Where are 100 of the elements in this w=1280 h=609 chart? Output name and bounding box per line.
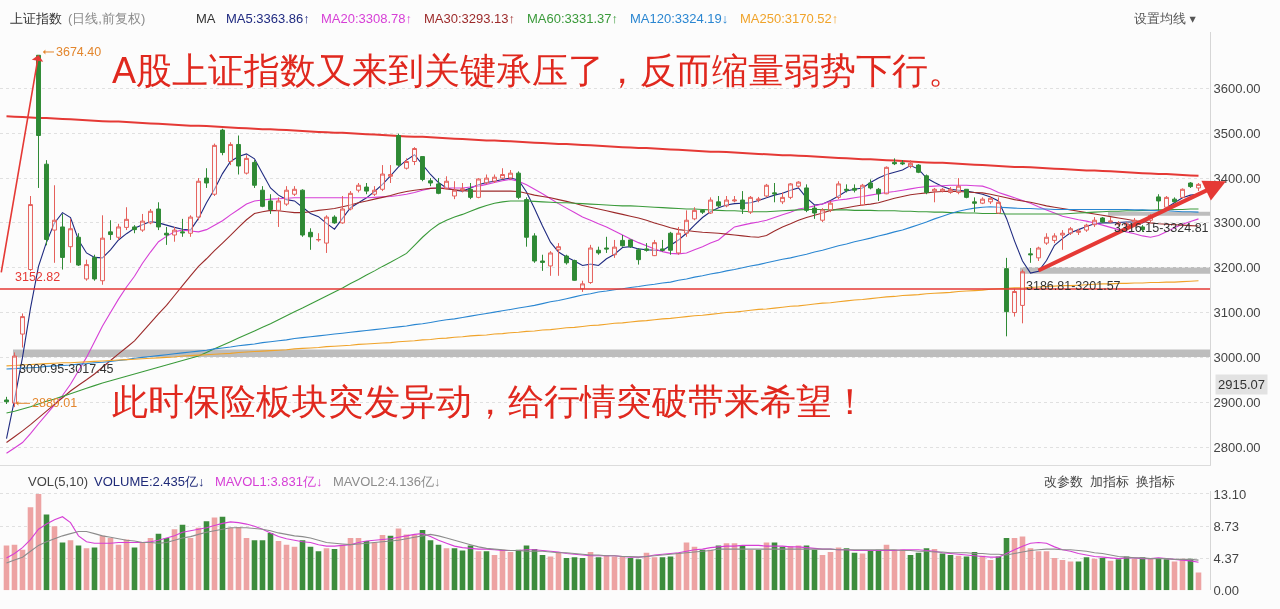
candlestick bbox=[788, 182, 793, 200]
candlestick bbox=[132, 224, 137, 234]
y-tick-label: 3300.00 bbox=[1213, 215, 1261, 231]
candlestick bbox=[364, 182, 369, 195]
text: MA120:3324.19↓ bbox=[630, 11, 729, 26]
candlestick bbox=[92, 254, 97, 282]
text: MAVOL1:3.831亿↓ bbox=[215, 474, 323, 489]
chart-title: VOL(5,10) bbox=[28, 474, 88, 489]
candlestick bbox=[884, 165, 889, 195]
bar bbox=[1163, 559, 1170, 591]
candlestick bbox=[36, 54, 41, 189]
candlestick bbox=[764, 183, 769, 198]
bar bbox=[59, 542, 66, 591]
candlestick bbox=[268, 193, 273, 215]
candlestick bbox=[116, 223, 121, 241]
candlestick bbox=[820, 207, 825, 223]
text: 设置均线 ▾ bbox=[1134, 12, 1197, 26]
candlestick bbox=[140, 213, 145, 233]
candlestick bbox=[4, 396, 9, 405]
candlestick bbox=[172, 226, 177, 243]
chart-subtitle: (日线,前复权) bbox=[68, 11, 146, 26]
candlestick bbox=[540, 254, 545, 272]
candlestick bbox=[228, 141, 233, 166]
bar bbox=[547, 556, 554, 591]
candlestick bbox=[564, 254, 569, 266]
candlestick bbox=[1084, 223, 1089, 233]
candlestick bbox=[948, 186, 953, 195]
candlestick bbox=[1188, 181, 1193, 189]
text: VOLUME:2.435亿↓ bbox=[94, 474, 205, 489]
candlestick bbox=[468, 182, 473, 200]
bar bbox=[667, 556, 674, 591]
candlestick bbox=[1100, 216, 1105, 224]
candlestick bbox=[52, 184, 57, 264]
candlestick bbox=[156, 201, 161, 231]
candlestick bbox=[164, 226, 169, 246]
candlestick bbox=[492, 174, 497, 184]
candlestick bbox=[428, 177, 433, 187]
candlestick bbox=[588, 244, 593, 285]
candlestick bbox=[996, 196, 1001, 215]
y-tick-label: 3600.00 bbox=[1213, 80, 1261, 96]
annotation: 3674.40 bbox=[56, 45, 102, 59]
candlestick bbox=[684, 209, 689, 238]
candlestick bbox=[340, 195, 345, 225]
candlestick bbox=[1076, 228, 1081, 236]
y-tick-label: 4.37 bbox=[1213, 550, 1239, 566]
candlestick bbox=[700, 209, 705, 215]
candlestick bbox=[476, 177, 481, 199]
candlestick bbox=[84, 259, 89, 282]
candlestick bbox=[444, 175, 449, 190]
candlestick bbox=[1092, 216, 1097, 228]
candlestick bbox=[844, 183, 849, 193]
candlestick bbox=[524, 196, 529, 248]
candlestick bbox=[1020, 269, 1025, 324]
candlestick bbox=[316, 232, 321, 243]
candlestick bbox=[460, 182, 465, 193]
candlestick bbox=[876, 187, 881, 202]
candlestick bbox=[412, 146, 417, 166]
candlestick bbox=[892, 157, 897, 166]
candlestick bbox=[188, 214, 193, 238]
candlestick bbox=[908, 159, 913, 169]
candlestick bbox=[220, 128, 225, 156]
candlestick bbox=[972, 196, 977, 213]
candlestick bbox=[1012, 288, 1017, 318]
candlestick bbox=[836, 180, 841, 200]
candlestick bbox=[812, 204, 817, 220]
candlestick bbox=[644, 242, 649, 253]
bar bbox=[1115, 559, 1122, 591]
candlestick bbox=[572, 259, 577, 282]
candlestick bbox=[724, 195, 729, 208]
candlestick bbox=[508, 169, 513, 180]
candlestick bbox=[780, 191, 785, 205]
candlestick bbox=[260, 185, 265, 208]
candlestick bbox=[940, 187, 945, 193]
candlestick bbox=[612, 239, 617, 259]
candlestick bbox=[68, 218, 73, 264]
candlestick bbox=[1196, 182, 1201, 192]
candlestick bbox=[148, 208, 153, 225]
bar bbox=[75, 545, 82, 591]
text: MAVOL2:4.136亿↓ bbox=[333, 474, 441, 489]
candlestick bbox=[860, 183, 865, 207]
candlestick bbox=[964, 188, 969, 199]
y-tick-label: 2900.00 bbox=[1213, 394, 1261, 410]
text: 改参数 bbox=[1044, 475, 1083, 489]
bar bbox=[963, 556, 970, 591]
candlestick bbox=[1156, 193, 1161, 211]
candlestick bbox=[932, 187, 937, 203]
candlestick bbox=[452, 180, 457, 200]
candlestick bbox=[1108, 216, 1113, 224]
candlestick bbox=[740, 190, 745, 215]
candlestick bbox=[628, 238, 633, 249]
candlestick bbox=[548, 250, 553, 277]
chart-title: 上证指数 bbox=[10, 11, 62, 26]
line-series bbox=[5, 527, 1200, 564]
candlestick bbox=[20, 312, 25, 349]
y-tick-label: 3200.00 bbox=[1213, 260, 1261, 276]
candlestick bbox=[716, 195, 721, 208]
candlestick bbox=[60, 213, 65, 271]
candlestick bbox=[124, 206, 129, 231]
candlestick bbox=[692, 206, 697, 221]
line-series bbox=[5, 115, 1200, 177]
